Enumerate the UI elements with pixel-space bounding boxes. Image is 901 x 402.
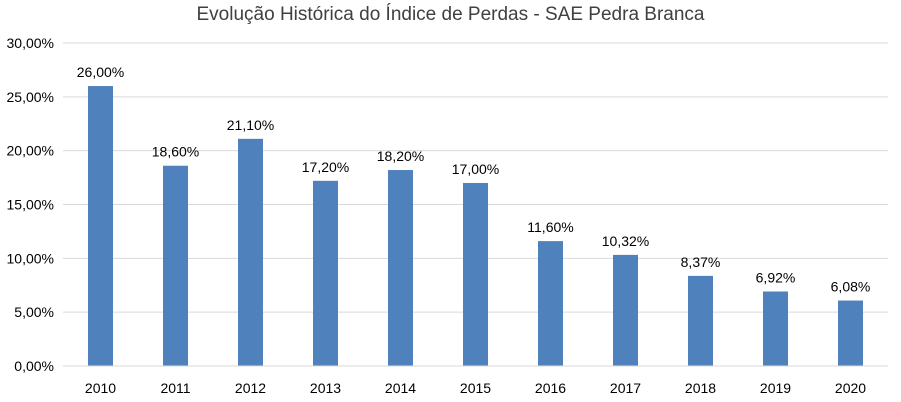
x-tick-label: 2015	[460, 380, 491, 396]
bar	[463, 182, 488, 366]
y-tick-label: 0,00%	[14, 358, 54, 374]
bar	[838, 300, 863, 366]
data-label: 21,10%	[227, 117, 274, 133]
x-tick-label: 2019	[760, 380, 791, 396]
y-tick-label: 25,00%	[7, 89, 54, 105]
data-label: 18,20%	[377, 148, 424, 164]
x-tick-label: 2011	[160, 380, 190, 396]
bar	[613, 254, 638, 366]
data-label: 6,08%	[831, 279, 871, 295]
data-label: 17,20%	[302, 159, 349, 175]
data-label: 18,60%	[152, 144, 199, 160]
x-tick-label: 2013	[310, 380, 341, 396]
data-label: 10,32%	[602, 233, 649, 249]
y-tick-label: 15,00%	[7, 197, 54, 213]
x-tick-label: 2018	[685, 380, 716, 396]
data-labels: 26,00% 18,60% 21,10% 17,20% 18,20% 17,00% 11,6…	[77, 64, 871, 294]
y-tick-label: 30,00%	[7, 35, 54, 51]
y-axis-tick-labels: 0,00% 5,00% 10,00% 15,00% 20,00% 25,00% 30,00%	[7, 35, 54, 374]
bar	[388, 170, 413, 366]
bar	[163, 165, 188, 366]
y-tick-label: 10,00%	[7, 250, 54, 266]
x-tick-label: 2020	[835, 380, 866, 396]
x-tick-label: 2010	[85, 380, 116, 396]
bars	[88, 86, 863, 367]
bar	[238, 138, 263, 366]
x-tick-label: 2017	[610, 380, 641, 396]
y-tick-label: 5,00%	[14, 304, 54, 320]
data-label: 8,37%	[681, 254, 721, 270]
data-label: 17,00%	[452, 161, 499, 177]
bar	[313, 180, 338, 366]
bar	[88, 86, 113, 367]
bar	[763, 291, 788, 366]
chart-title: Evolução Histórica do Índice de Perdas -…	[196, 4, 705, 25]
x-tick-label: 2014	[385, 380, 416, 396]
y-tick-label: 20,00%	[7, 143, 54, 159]
data-label: 6,92%	[756, 269, 796, 285]
x-tick-label: 2016	[535, 380, 566, 396]
bar	[538, 241, 563, 366]
bar	[688, 275, 713, 366]
x-tick-label: 2012	[235, 380, 266, 396]
x-axis-tick-labels: 2010 2011 2012 2013 2014 2015 2016 2017 2018 2019…	[85, 380, 866, 396]
data-label: 26,00%	[77, 64, 124, 80]
data-label: 11,60%	[527, 219, 573, 235]
